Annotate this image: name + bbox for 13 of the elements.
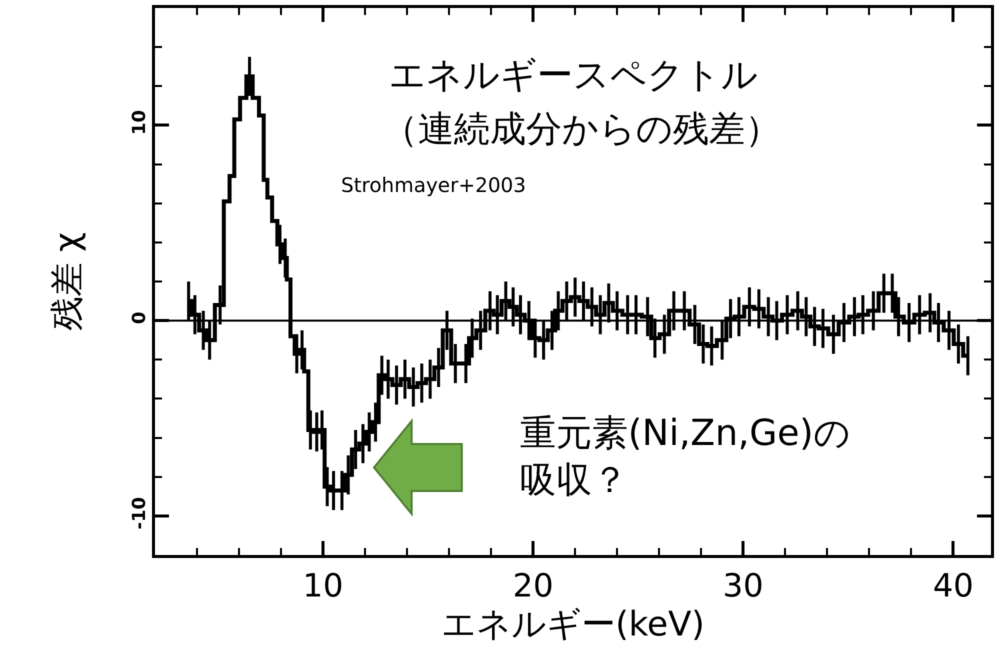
x-tick-label: 30: [722, 566, 764, 604]
text: エネルギースペクトル: [389, 55, 758, 96]
annotation: Strohmayer+2003: [341, 173, 526, 197]
x-axis-title: エネルギー(keV): [441, 604, 705, 644]
y-tick-label: 10: [128, 110, 150, 136]
y-tick-label: -10: [128, 496, 150, 530]
text: （連続成分からの残差）: [382, 109, 781, 150]
annotation: 重元素(Ni,Zn,Ge)の吸収？: [520, 413, 850, 501]
y-tick-label: 0: [128, 312, 150, 324]
x-tick-label: 10: [302, 566, 344, 604]
x-tick-label: 40: [932, 566, 974, 604]
x-tick-label: 20: [512, 566, 554, 604]
y-axis-title: 残差 χ: [47, 232, 88, 331]
